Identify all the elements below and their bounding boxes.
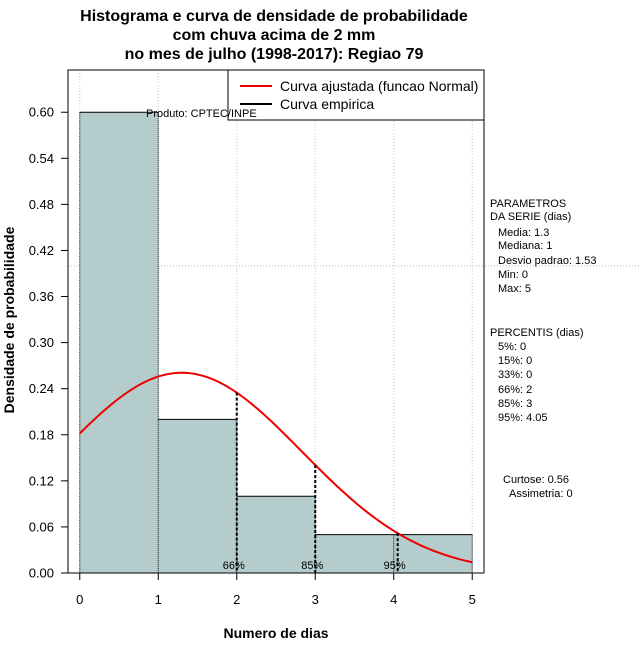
y-tick-label: 0.12 (29, 473, 54, 488)
legend-normal-label: Curva ajustada (funcao Normal) (280, 78, 478, 94)
params-title-1: PARAMETROS (490, 198, 566, 210)
side-panel: PARAMETROS DA SERIE (dias) Media: 1.3 Me… (490, 198, 596, 500)
y-tick-label: 0.24 (29, 381, 54, 396)
percentis-title: PERCENTIS (dias) (490, 327, 584, 339)
percentil-5: 5%: 0 (498, 341, 526, 353)
param-max: Max: 5 (498, 283, 531, 295)
percentile-label: 95% (384, 560, 406, 572)
percentile-label: 66% (223, 560, 245, 572)
product-label: Produto: CPTEC/INPE (146, 108, 257, 120)
histogram-bar (158, 419, 237, 573)
histogram-bar (315, 534, 394, 573)
legend: Curva ajustada (funcao Normal) Curva emp… (227, 69, 485, 121)
x-tick-label: 0 (76, 592, 83, 607)
y-tick-label: 0.36 (29, 289, 54, 304)
y-tick-label: 0.00 (29, 566, 54, 581)
percentile-label: 85% (301, 560, 323, 572)
chart-title-line-1: Histograma e curva de densidade de proba… (80, 8, 468, 25)
y-tick-label: 0.30 (29, 335, 54, 350)
y-tick-label: 0.60 (29, 105, 54, 120)
y-tick-label: 0.42 (29, 243, 54, 258)
x-tick-label: 1 (155, 592, 162, 607)
histogram-bar (79, 112, 159, 574)
param-media: Media: 1.3 (498, 227, 549, 239)
params-title-2: DA SERIE (dias) (490, 211, 571, 223)
percentil-33: 33%: 0 (498, 369, 532, 381)
y-tick-label: 0.18 (29, 427, 54, 442)
y-tick-label: 0.48 (29, 197, 54, 212)
x-axis-title: Numero de dias (223, 625, 328, 641)
histogram-bar (236, 496, 316, 573)
legend-empirical-label: Curva empirica (280, 96, 374, 112)
x-tick-label: 4 (390, 592, 397, 607)
param-min: Min: 0 (498, 269, 528, 281)
y-tick-label: 0.06 (29, 519, 54, 534)
percentil-66: 66%: 2 (498, 384, 532, 396)
chart-title-line-3: no mes de julho (1998-2017): Regiao 79 (125, 46, 424, 63)
x-tick-label: 3 (312, 592, 319, 607)
normal-curve (79, 371, 473, 564)
percentil-95: 95%: 4.05 (498, 412, 548, 424)
stat-curtose: Curtose: 0.56 (503, 474, 569, 486)
percentil-15: 15%: 0 (498, 355, 532, 367)
percentil-85: 85%: 3 (498, 398, 532, 410)
x-tick-label: 2 (233, 592, 240, 607)
stat-assimetria: Assimetria: 0 (509, 488, 573, 500)
histogram-bar (393, 534, 473, 573)
legend-frame (227, 69, 485, 121)
param-mediana: Mediana: 1 (498, 240, 552, 252)
y-tick-label: 0.54 (29, 151, 54, 166)
chart-title-line-2: com chuva acima de 2 mm (173, 27, 376, 44)
y-axis-title: Densidade de probabilidade (1, 226, 17, 413)
param-desvio: Desvio padrao: 1.53 (498, 255, 596, 267)
x-tick-label: 5 (469, 592, 476, 607)
